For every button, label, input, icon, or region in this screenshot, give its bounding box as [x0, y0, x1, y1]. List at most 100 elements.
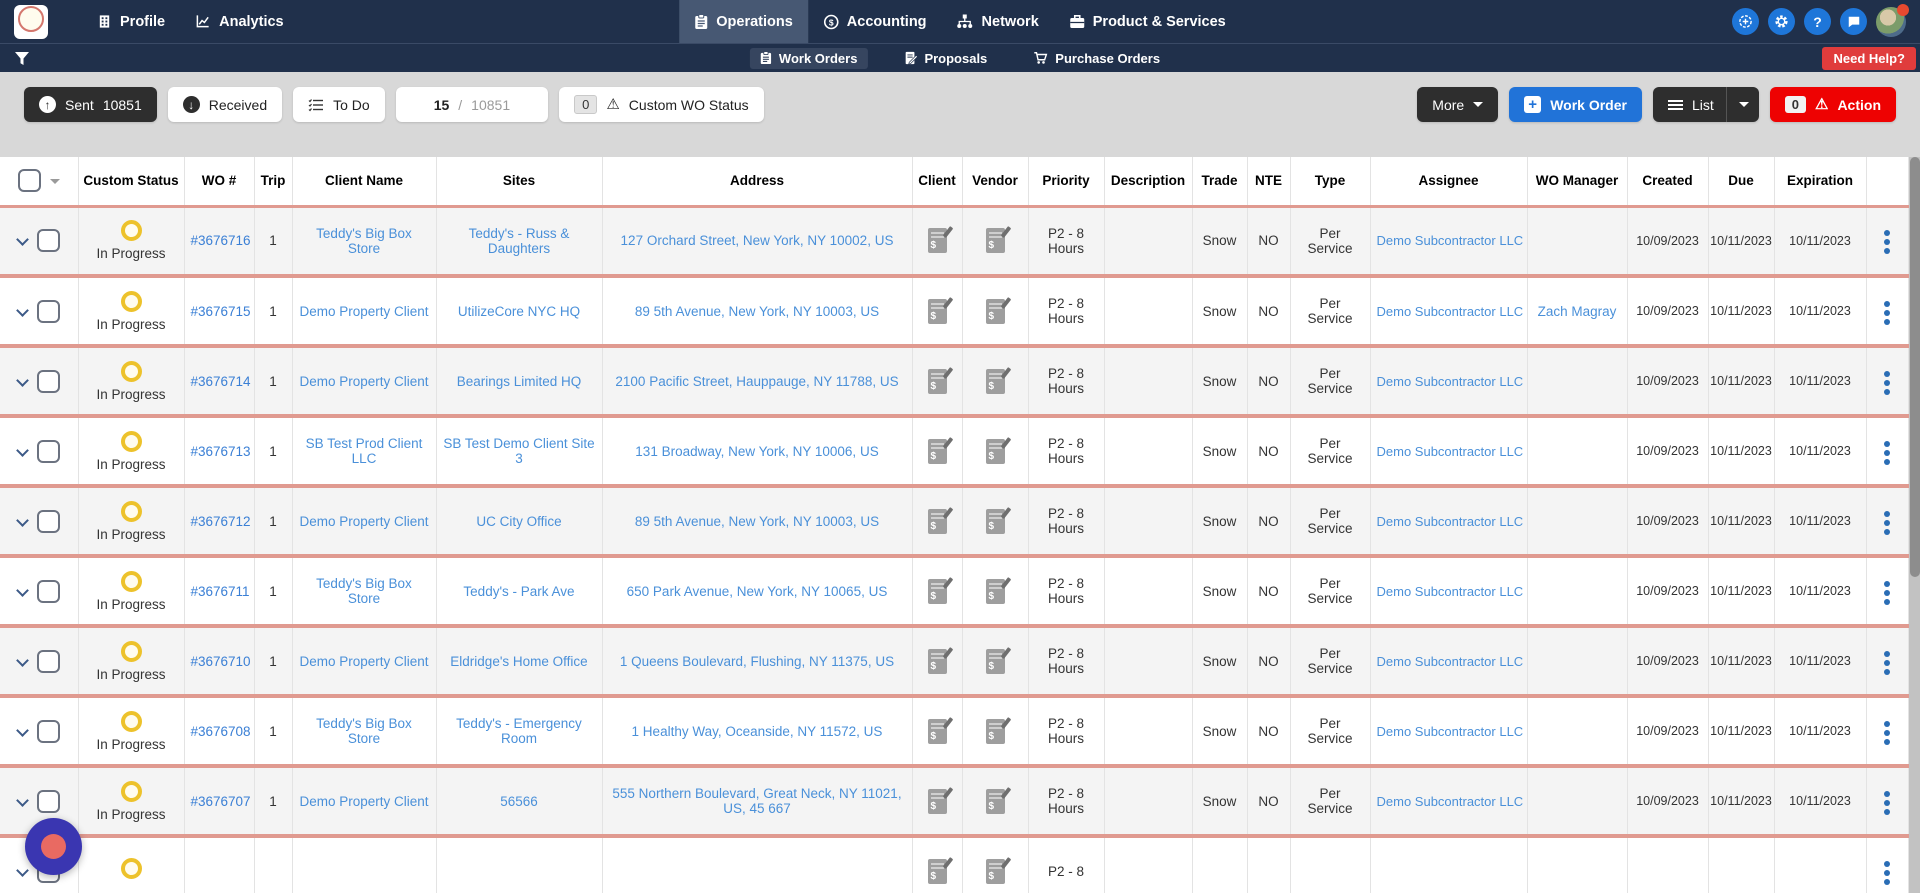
client-name-link[interactable]: SB Test Prod Client LLC [305, 436, 423, 466]
address-link[interactable]: 2100 Pacific Street, Hauppauge, NY 11788… [615, 373, 899, 389]
tab-purchase-orders[interactable]: Purchase Orders [1023, 48, 1170, 69]
col-header-priority[interactable]: Priority [1028, 157, 1105, 208]
row-expander-chevron-icon[interactable] [15, 443, 29, 457]
client-name-link[interactable]: Demo Property Client [299, 513, 429, 529]
vertical-scrollbar[interactable] [1908, 157, 1920, 893]
row-kebab-menu-icon[interactable] [1878, 718, 1896, 748]
select-all-checkbox[interactable] [17, 169, 41, 193]
site-link[interactable]: Eldridge's Home Office [450, 653, 588, 669]
nav-item-analytics[interactable]: Analytics [180, 0, 298, 43]
site-link[interactable]: Teddy's - Park Ave [463, 583, 575, 599]
client-name-link[interactable]: Teddy's Big Box Store [316, 576, 412, 606]
client-name-link[interactable]: Teddy's Big Box Store [316, 716, 412, 746]
row-checkbox[interactable] [36, 369, 60, 393]
col-header-due[interactable]: Due [1708, 157, 1775, 208]
assignee-link[interactable]: Demo Subcontractor LLC [1376, 233, 1524, 249]
need-help-button[interactable]: Need Help? [1822, 46, 1916, 70]
client-invoice-icon[interactable]: $ [927, 296, 953, 324]
assignee-link[interactable]: Demo Subcontractor LLC [1376, 513, 1524, 529]
gear-icon[interactable] [1768, 8, 1795, 35]
nav-item-network[interactable]: Network [942, 0, 1054, 43]
row-kebab-menu-icon[interactable] [1878, 508, 1896, 538]
wo-number-link[interactable]: #3676716 [190, 233, 251, 249]
received-filter-button[interactable]: ↓ Received [167, 87, 283, 122]
client-invoice-icon[interactable]: $ [927, 366, 953, 394]
client-invoice-icon[interactable]: $ [927, 226, 953, 254]
address-link[interactable]: 89 5th Avenue, New York, NY 10003, US [634, 513, 880, 529]
nav-item-profile[interactable]: Profile [82, 0, 180, 43]
chat-icon[interactable] [1840, 8, 1867, 35]
site-link[interactable]: SB Test Demo Client Site 3 [443, 436, 595, 466]
client-name-link[interactable]: Teddy's Big Box Store [316, 225, 412, 256]
row-kebab-menu-icon[interactable] [1878, 368, 1896, 398]
vendor-invoice-icon[interactable]: $ [985, 226, 1011, 254]
vendor-invoice-icon[interactable]: $ [985, 506, 1011, 534]
col-header-custom-status[interactable]: Custom Status [78, 157, 185, 208]
vendor-invoice-icon[interactable]: $ [985, 296, 1011, 324]
wo-number-link[interactable]: #3676707 [190, 793, 251, 809]
row-expander-chevron-icon[interactable] [15, 723, 29, 737]
vendor-invoice-icon[interactable]: $ [985, 786, 1011, 814]
col-header-wo-number[interactable]: WO # [184, 157, 255, 208]
vendor-invoice-icon[interactable]: $ [985, 716, 1011, 744]
help-beacon-button[interactable] [25, 818, 82, 875]
vendor-invoice-icon[interactable]: $ [985, 856, 1011, 884]
address-link[interactable]: 89 5th Avenue, New York, NY 10003, US [634, 303, 880, 319]
help-question-icon[interactable]: ? [1804, 8, 1831, 35]
address-link[interactable]: 555 Northern Boulevard, Great Neck, NY 1… [612, 786, 902, 816]
row-expander-chevron-icon[interactable] [15, 583, 29, 597]
col-header-assignee[interactable]: Assignee [1370, 157, 1528, 208]
site-link[interactable]: 56566 [500, 793, 538, 809]
row-kebab-menu-icon[interactable] [1878, 227, 1896, 257]
tab-proposals[interactable]: Proposals [893, 48, 997, 69]
client-name-link[interactable]: Demo Property Client [299, 653, 429, 669]
col-header-created[interactable]: Created [1627, 157, 1709, 208]
wo-number-link[interactable]: #3676712 [190, 513, 251, 529]
site-link[interactable]: Teddy's - Emergency Room [456, 716, 582, 746]
row-expander-chevron-icon[interactable] [15, 303, 29, 317]
nav-item-operations[interactable]: Operations [679, 0, 808, 43]
create-work-order-button[interactable]: + Work Order [1509, 87, 1642, 122]
address-link[interactable]: 127 Orchard Street, New York, NY 10002, … [620, 233, 894, 249]
row-checkbox[interactable] [36, 579, 60, 603]
assignee-link[interactable]: Demo Subcontractor LLC [1376, 583, 1524, 599]
col-header-sites[interactable]: Sites [436, 157, 603, 208]
col-header-type[interactable]: Type [1290, 157, 1371, 208]
tab-work-orders[interactable]: Work Orders [749, 47, 868, 69]
wo-manager-link[interactable]: Zach Magray [1537, 303, 1617, 319]
wo-number-link[interactable]: #3676713 [190, 443, 251, 459]
address-link[interactable]: 1 Queens Boulevard, Flushing, NY 11375, … [619, 653, 895, 669]
assignee-link[interactable]: Demo Subcontractor LLC [1376, 303, 1524, 319]
nav-item-accounting[interactable]: $ Accounting [808, 0, 942, 43]
site-link[interactable]: UtilizeCore NYC HQ [457, 303, 581, 319]
wo-number-link[interactable]: #3676708 [190, 723, 251, 739]
action-alert-button[interactable]: 0 ⚠ Action [1769, 87, 1896, 122]
user-avatar[interactable] [1876, 3, 1909, 37]
assignee-link[interactable]: Demo Subcontractor LLC [1376, 793, 1524, 809]
row-expander-chevron-icon[interactable] [15, 863, 29, 877]
vendor-invoice-icon[interactable]: $ [985, 366, 1011, 394]
assignee-link[interactable]: Demo Subcontractor LLC [1376, 443, 1524, 459]
more-dropdown-button[interactable]: More [1417, 87, 1499, 122]
client-name-link[interactable]: Demo Property Client [299, 793, 429, 809]
select-menu-caret-icon[interactable] [49, 179, 60, 185]
col-header-address[interactable]: Address [602, 157, 913, 208]
client-invoice-icon[interactable]: $ [927, 716, 953, 744]
col-header-client[interactable]: Client [912, 157, 963, 208]
row-checkbox[interactable] [36, 299, 60, 323]
site-link[interactable]: Bearings Limited HQ [456, 373, 582, 389]
col-header-wo-manager[interactable]: WO Manager [1527, 157, 1628, 208]
wo-number-link[interactable]: #3676711 [190, 583, 250, 599]
scrollbar-thumb[interactable] [1909, 157, 1920, 577]
col-header-trip[interactable]: Trip [254, 157, 293, 208]
row-checkbox[interactable] [36, 229, 60, 253]
row-expander-chevron-icon[interactable] [15, 233, 29, 247]
client-invoice-icon[interactable]: $ [927, 786, 953, 814]
chevron-down-icon[interactable] [1738, 102, 1749, 107]
vendor-invoice-icon[interactable]: $ [985, 576, 1011, 604]
client-invoice-icon[interactable]: $ [927, 506, 953, 534]
client-name-link[interactable]: Demo Property Client [299, 303, 429, 319]
col-header-nte[interactable]: NTE [1247, 157, 1291, 208]
assignee-link[interactable]: Demo Subcontractor LLC [1376, 723, 1524, 739]
client-invoice-icon[interactable]: $ [927, 576, 953, 604]
